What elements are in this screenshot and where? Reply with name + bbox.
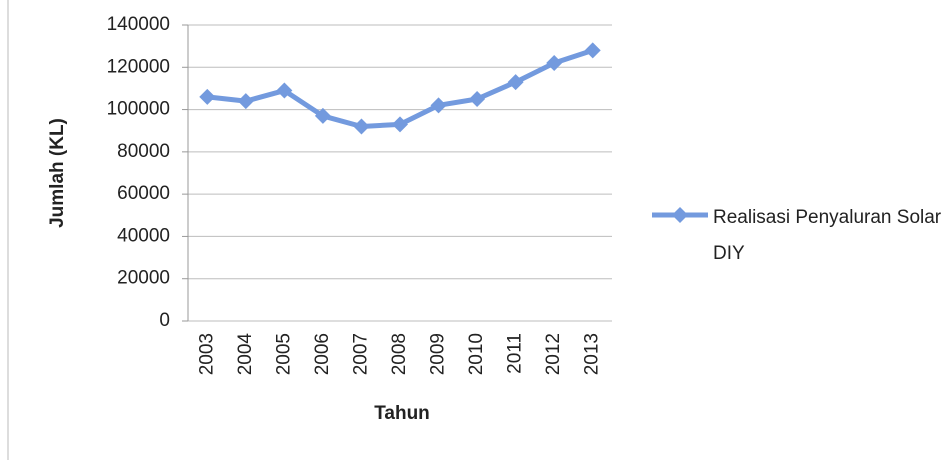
y-tick-label: 20000 [117,268,170,289]
x-tick-label: 2004 [235,333,256,376]
x-tick-label: 2013 [582,333,603,375]
point-marker [199,88,216,105]
y-tick-label: 120000 [107,56,170,77]
point-marker [314,107,331,124]
x-tick-label: 2011 [505,333,526,374]
point-marker [584,42,601,59]
y-tick-label: 100000 [107,99,170,120]
x-tick-label: 2003 [196,333,217,375]
point-marker [469,91,486,107]
series-line [207,47,594,129]
point-marker [546,55,563,72]
point-marker [276,82,293,99]
x-tick-label: 2007 [350,333,371,375]
x-tick-label: 2010 [466,333,487,375]
y-axis-title: Jumlah (KL) [47,118,68,228]
point-marker [430,97,447,114]
point-marker [237,93,254,110]
legend-label: Realisasi Penyaluran Solar DIY [713,207,942,264]
x-tick-label: 2012 [543,333,564,375]
y-tick-label: 60000 [117,183,170,204]
legend-marker [672,207,688,223]
point-marker [353,118,370,135]
y-tick-label: 80000 [117,141,170,162]
y-tick-label: 40000 [117,225,170,246]
x-axis-title: Tahun [374,403,430,424]
x-tick-label: 2005 [273,333,294,375]
y-tick-label: 140000 [107,14,170,35]
point-marker [507,74,524,91]
x-tick-label: 2008 [389,333,410,375]
y-tick-label: 0 [159,310,170,331]
point-marker [392,116,408,133]
x-tick-label: 2006 [312,333,333,375]
x-tick-label: 2009 [428,333,449,375]
